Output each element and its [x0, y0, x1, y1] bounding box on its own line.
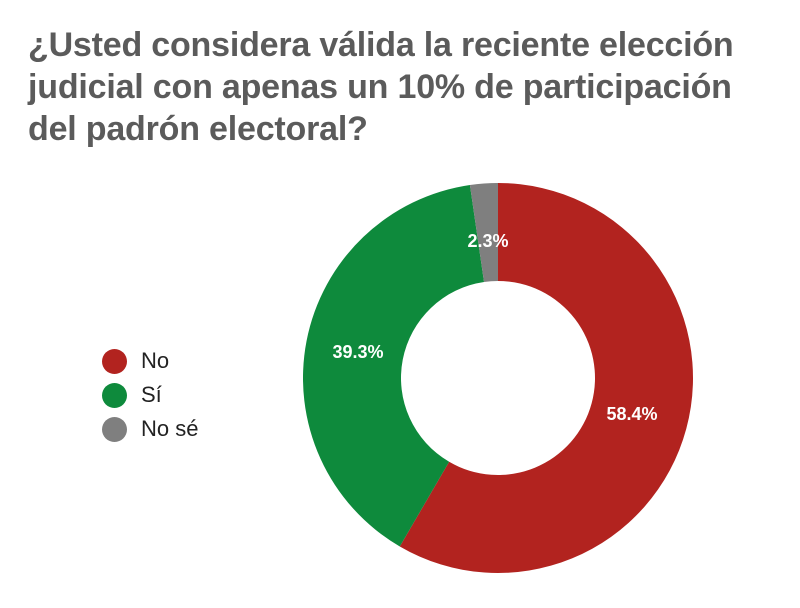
slice-no-se	[469, 183, 498, 283]
slice-no	[399, 183, 693, 573]
slice-si	[302, 185, 485, 547]
legend-label-si: Sí	[141, 382, 162, 407]
legend-swatch-no	[102, 348, 127, 374]
slice-label-no-se: 2.3%	[467, 231, 508, 251]
slice-label-no: 58.4%	[606, 404, 657, 424]
legend-swatch-no-se	[102, 416, 127, 442]
legend-label-no: No	[141, 348, 170, 373]
legend-item-no: No	[102, 344, 198, 378]
legend: No Sí No sé	[102, 344, 198, 446]
slice-label-si: 39.3%	[332, 342, 383, 362]
legend-swatch-si	[102, 382, 127, 408]
chart-title: ¿Usted considera válida la reciente elec…	[28, 26, 734, 148]
legend-label-no-se: No sé	[141, 416, 199, 441]
legend-item-no-se: No sé	[102, 412, 198, 446]
legend-item-si: Sí	[102, 378, 198, 412]
